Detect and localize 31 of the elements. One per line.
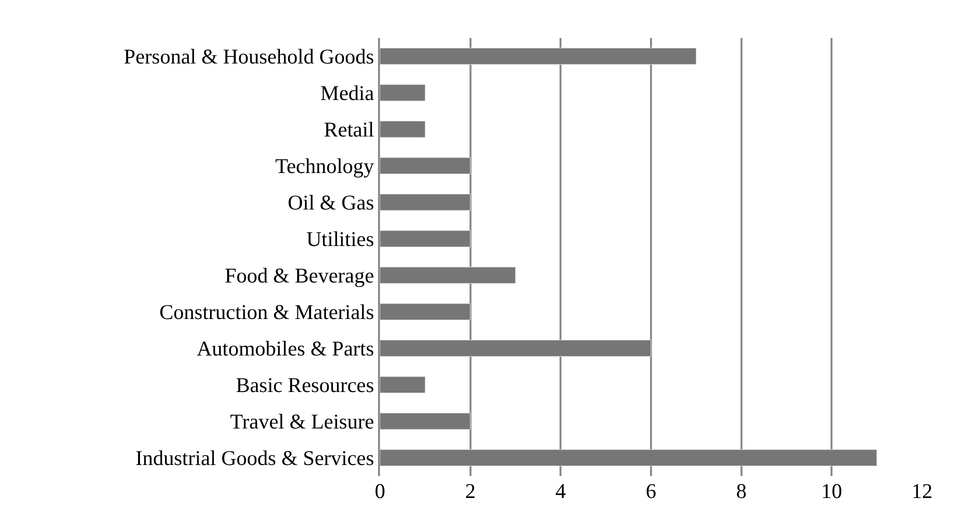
y-tick-label: Personal & Household Goods (124, 44, 374, 69)
y-tick-label: Travel & Leisure (230, 410, 374, 434)
y-tick-label: Industrial Goods & Services (136, 446, 374, 470)
x-tick-label: 4 (555, 479, 566, 503)
x-tick-label: 10 (821, 479, 842, 503)
bar (380, 266, 516, 284)
x-tick-label: 8 (736, 479, 747, 503)
y-tick-label: Technology (275, 154, 375, 178)
bar (380, 340, 652, 357)
bar (380, 230, 471, 248)
bar (380, 449, 878, 466)
x-tick-label: 6 (646, 479, 656, 503)
bar (380, 48, 696, 65)
bar (380, 194, 471, 211)
bar (380, 120, 426, 138)
y-tick-label: Food & Beverage (224, 264, 374, 288)
x-tick-label: 2 (465, 479, 476, 503)
y-tick-label: Construction & Materials (159, 300, 374, 324)
y-tick-label: Utilities (306, 227, 374, 252)
y-tick-label: Oil & Gas (288, 190, 374, 215)
bar (380, 303, 471, 320)
x-tick-label: 0 (374, 479, 386, 503)
y-tick-label: Retail (324, 118, 374, 142)
y-tick-label: Basic Resources (236, 373, 374, 398)
bar (380, 157, 471, 174)
y-tick-label: Media (320, 81, 375, 106)
y-tick-label: Automobiles & Parts (196, 336, 374, 361)
bar (380, 376, 426, 394)
bar (380, 84, 426, 102)
x-tick-label: 12 (912, 479, 932, 503)
bar (380, 412, 471, 430)
